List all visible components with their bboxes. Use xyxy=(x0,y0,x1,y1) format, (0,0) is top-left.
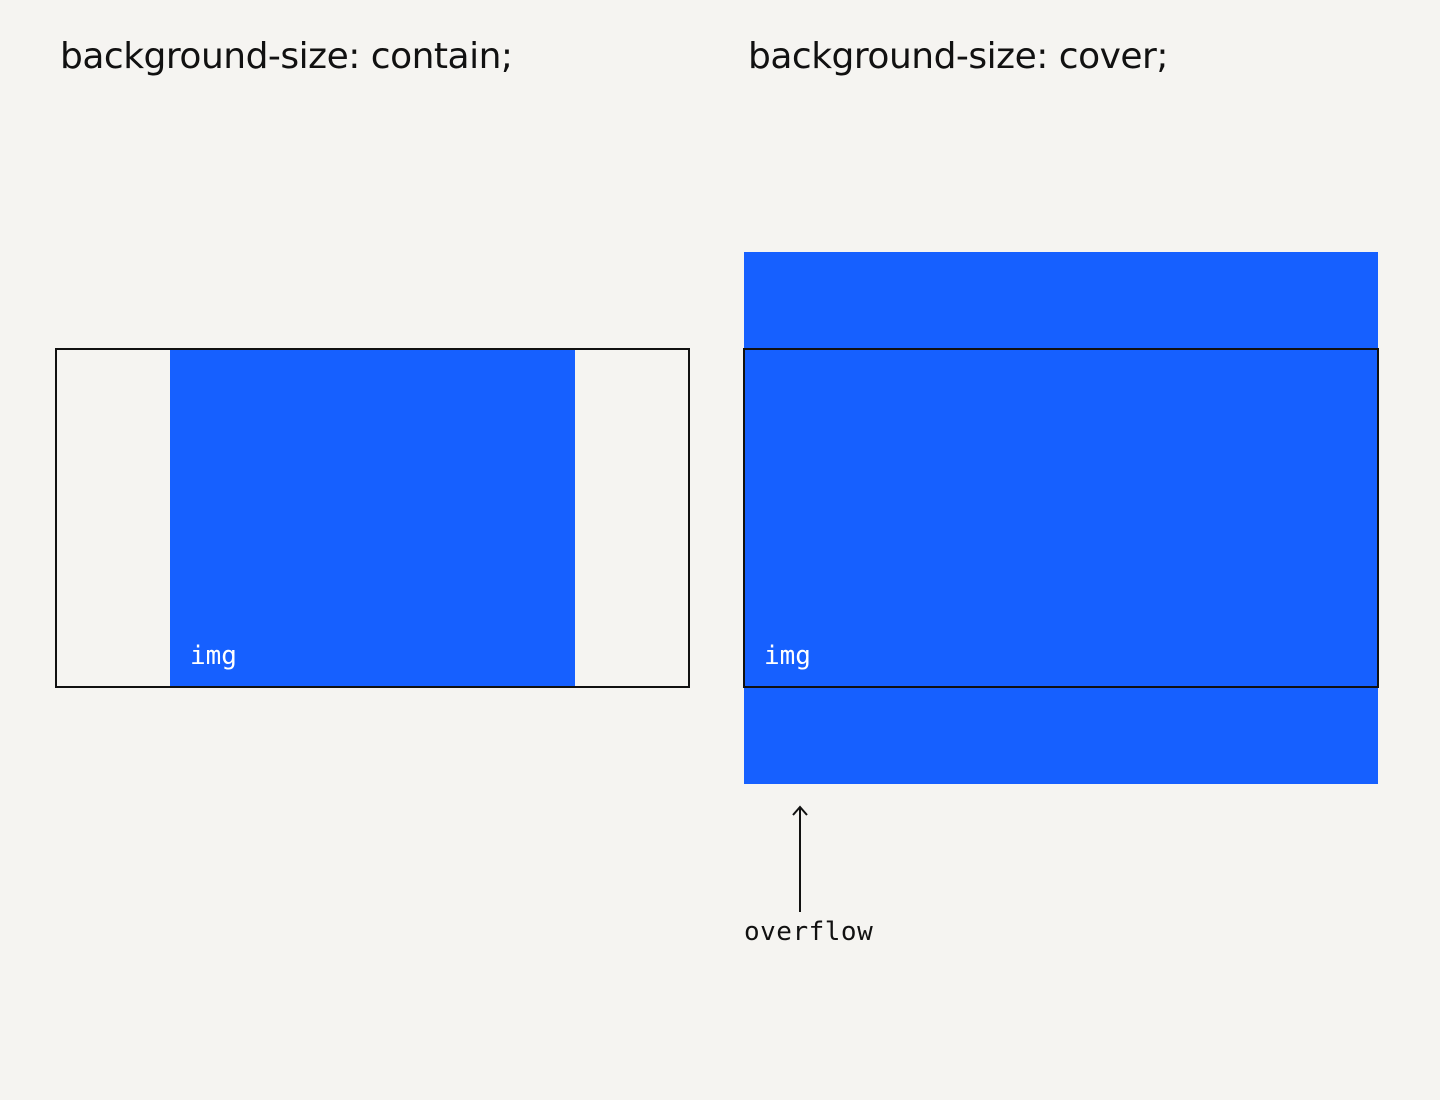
overflow-label: overflow xyxy=(744,917,874,947)
cover-container-frame xyxy=(743,348,1379,688)
cover-image-block: img xyxy=(744,252,1378,784)
contain-heading: background-size: contain; xyxy=(60,36,513,77)
contain-img-label: img xyxy=(190,641,237,671)
cover-heading: background-size: cover; xyxy=(748,36,1169,77)
arrow-up-icon xyxy=(792,805,808,912)
contain-image-block: img xyxy=(170,349,575,687)
contain-container-frame xyxy=(55,348,690,688)
cover-img-label: img xyxy=(764,641,811,671)
